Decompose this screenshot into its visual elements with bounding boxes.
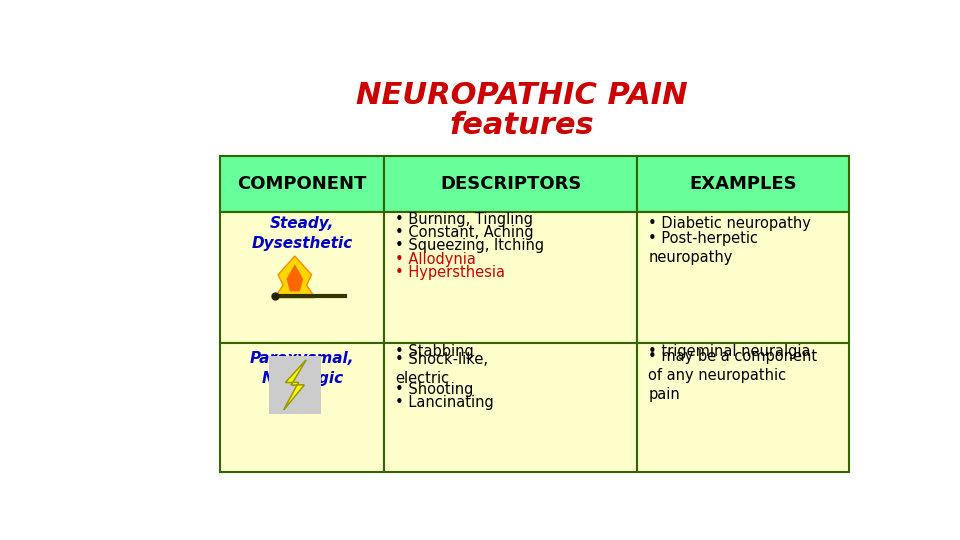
Bar — [221, 343, 384, 472]
Bar — [221, 156, 384, 212]
Text: • Shooting: • Shooting — [396, 382, 473, 396]
Text: • trigeminal neuralgia: • trigeminal neuralgia — [648, 344, 811, 359]
Bar — [384, 343, 637, 472]
Text: Steady,
Dysesthetic: Steady, Dysesthetic — [252, 216, 353, 251]
Text: COMPONENT: COMPONENT — [237, 176, 367, 193]
Text: DESCRIPTORS: DESCRIPTORS — [440, 176, 582, 193]
Bar — [221, 212, 384, 343]
Text: NEUROPATHIC PAIN: NEUROPATHIC PAIN — [356, 82, 687, 111]
Text: • may be a component
of any neuropathic
pain: • may be a component of any neuropathic … — [648, 349, 817, 402]
Text: • Allodynia: • Allodynia — [396, 252, 476, 267]
Bar — [637, 343, 849, 472]
Text: Paroxysmal,
Neuralgic: Paroxysmal, Neuralgic — [250, 351, 354, 386]
Text: features: features — [449, 111, 594, 140]
Text: EXAMPLES: EXAMPLES — [689, 176, 797, 193]
Text: • Squeezing, Itching: • Squeezing, Itching — [396, 238, 544, 253]
Text: • Stabbing: • Stabbing — [396, 344, 474, 359]
Polygon shape — [286, 265, 303, 292]
Polygon shape — [275, 256, 315, 298]
Text: • Shock-like,
electric: • Shock-like, electric — [396, 353, 489, 386]
Bar — [384, 156, 637, 212]
Polygon shape — [283, 360, 306, 410]
Text: • Lancinating: • Lancinating — [396, 395, 494, 410]
Bar — [637, 212, 849, 343]
Text: • Hypersthesia: • Hypersthesia — [396, 265, 505, 280]
Bar — [637, 156, 849, 212]
Text: • Diabetic neuropathy: • Diabetic neuropathy — [648, 216, 811, 231]
Bar — [384, 212, 637, 343]
Bar — [269, 356, 321, 414]
Text: • Post-herpetic
neuropathy: • Post-herpetic neuropathy — [648, 231, 758, 265]
Text: • Constant, Aching: • Constant, Aching — [396, 225, 534, 240]
Text: • Burning, Tingling: • Burning, Tingling — [396, 212, 534, 227]
Polygon shape — [283, 360, 306, 410]
